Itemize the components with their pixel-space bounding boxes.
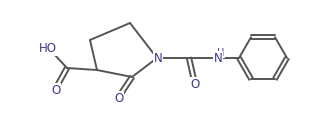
Text: H: H	[217, 48, 225, 58]
Text: N: N	[154, 51, 162, 65]
Text: O: O	[190, 77, 200, 90]
Text: O: O	[51, 84, 61, 97]
Text: HO: HO	[39, 43, 57, 55]
Text: N: N	[213, 51, 222, 65]
Text: O: O	[114, 92, 124, 104]
